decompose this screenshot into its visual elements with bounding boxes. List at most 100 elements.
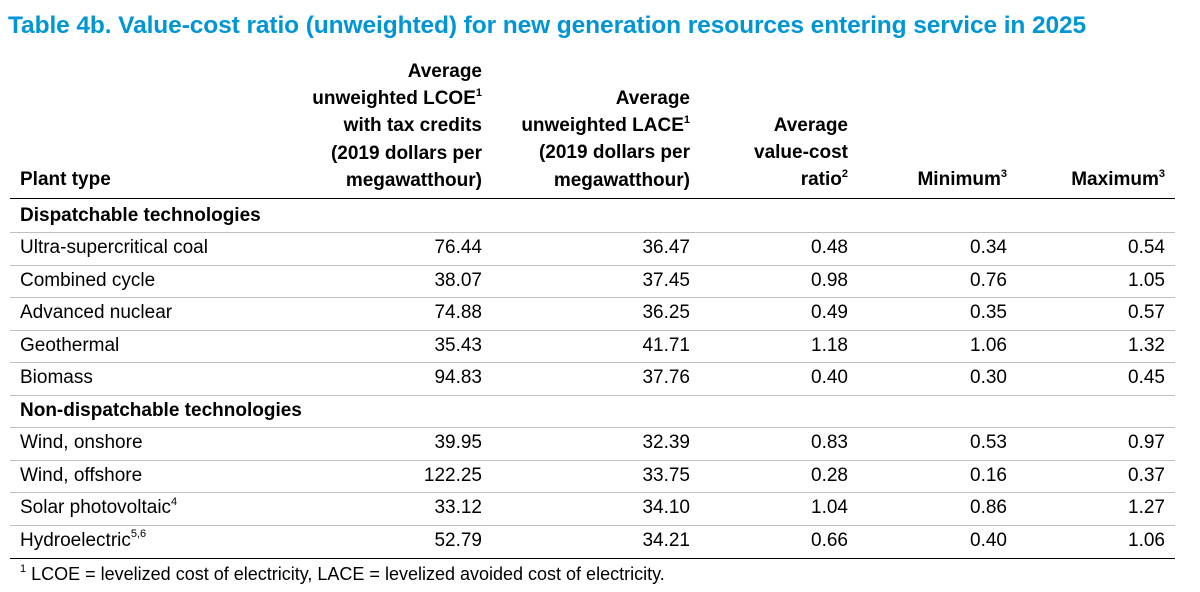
maximum-cell: 0.45 [1128,367,1165,388]
maximum-cell: 1.06 [1128,529,1165,551]
section-divider [10,394,1175,396]
row-divider [10,427,1175,428]
row-divider [10,264,1175,266]
row-divider [10,492,1175,493]
plant-type-cell: Biomass [20,362,93,395]
table-row: Geothermal 35.43 41.71 1.18 1.06 1.32 [0,330,1200,363]
bottom-rule [10,558,1175,559]
plant-type-cell: Hydroelectric5,6 [20,525,146,558]
table-row: Ultra-supercritical coal 76.44 36.47 0.48 0.… [0,232,1200,265]
maximum-cell: 1.27 [1128,497,1165,518]
plant-type-cell: Ultra-supercritical coal [20,232,208,265]
ratio-cell: 0.48 [811,237,848,258]
lcoe-cell: 94.83 [434,367,482,388]
minimum-cell: 0.35 [970,302,1007,323]
row-divider [10,459,1175,461]
row-divider [10,232,1175,233]
table-row: Advanced nuclear 74.88 36.25 0.49 0.35 0.57 [0,297,1200,330]
minimum-cell: 0.40 [970,529,1007,551]
row-divider [10,524,1175,526]
ratio-cell: 1.04 [811,497,848,518]
plant-type-cell: Wind, offshore [20,460,142,493]
ratio-cell: 0.49 [811,302,848,323]
section-heading: Non-dispatchable technologies [20,400,302,421]
header-maximum: Maximum3 [1071,167,1165,190]
table-row: Solar photovoltaic4 33.12 34.10 1.04 0.86 1.2… [0,492,1200,525]
lcoe-cell: 38.07 [434,269,482,291]
minimum-cell: 0.16 [970,464,1007,486]
lace-cell: 37.76 [642,367,690,388]
section-heading: Dispatchable technologies [20,205,261,226]
lace-cell: 33.75 [642,464,690,486]
lcoe-cell: 74.88 [434,302,482,323]
row-divider [10,329,1175,331]
plant-type-cell: Geothermal [20,330,119,363]
minimum-cell: 0.30 [970,367,1007,388]
footnote: 1 LCOE = levelized cost of electricity, … [20,563,665,585]
lcoe-cell: 35.43 [434,334,482,356]
table-title: Table 4b. Value-cost ratio (unweighted) … [8,12,1087,39]
maximum-cell: 0.37 [1128,464,1165,486]
plant-type-label: Wind, offshore [20,464,143,486]
minimum-cell: 1.06 [970,334,1007,356]
table-row: Wind, onshore 39.95 32.39 0.83 0.53 0.97 [0,427,1200,460]
plant-type-label: Wind, onshore [20,432,143,453]
minimum-cell: 0.76 [970,269,1007,291]
header-minimum: Minimum3 [917,167,1007,190]
header-rule [10,198,1175,199]
plant-type-label: Advanced nuclear [20,302,173,323]
header-ratio-footnote-ref: 2 [841,168,848,181]
row-divider [10,297,1175,298]
plant-type-cell: Solar photovoltaic4 [20,492,177,525]
minimum-cell: 0.34 [970,237,1007,258]
lcoe-cell: 122.25 [423,464,482,486]
lcoe-cell: 39.95 [434,432,482,453]
header-plant-type: Plant type [20,169,111,190]
ratio-cell: 0.66 [811,529,848,551]
plant-type-cell: Wind, onshore [20,427,143,460]
footnote-marker: 1 [20,563,27,575]
ratio-cell: 0.98 [811,269,848,291]
plant-type-footnote-ref: 5,6 [130,528,147,541]
row-divider [10,362,1175,363]
plant-type-cell: Advanced nuclear [20,297,172,330]
minimum-cell: 0.86 [970,497,1007,518]
ratio-cell: 1.18 [811,334,848,356]
header-lace-footnote-ref: 1 [683,113,690,126]
lace-cell: 37.45 [642,269,690,291]
table-row: Combined cycle 38.07 37.45 0.98 0.76 1.05 [0,265,1200,298]
header-value-cost-ratio: Average value-cost ratio2 [754,115,848,191]
plant-type-label: Hydroelectric [20,529,131,551]
header-lace: Average unweighted LACE1 (2019 dollars p… [521,88,690,191]
plant-type-label: Biomass [20,367,93,388]
plant-type-footnote-ref: 4 [171,495,178,508]
plant-type-cell: Combined cycle [20,265,155,298]
lace-cell: 36.47 [642,237,690,258]
lace-cell: 36.25 [642,302,690,323]
ratio-cell: 0.40 [811,367,848,388]
lace-cell: 34.10 [642,497,690,518]
plant-type-label: Solar photovoltaic [20,497,172,518]
minimum-cell: 0.53 [970,432,1007,453]
lace-cell: 34.21 [642,529,690,551]
table-row: Hydroelectric5,6 52.79 34.21 0.66 0.40 1.06 [0,525,1200,558]
maximum-cell: 1.32 [1128,334,1165,356]
maximum-cell: 0.54 [1128,237,1165,258]
lcoe-cell: 76.44 [434,237,482,258]
header-lcoe-footnote-ref: 1 [475,86,482,99]
ratio-cell: 0.83 [811,432,848,453]
maximum-cell: 1.05 [1128,269,1165,291]
header-lcoe: Average unweighted LCOE1 with tax credit… [312,61,482,191]
plant-type-label: Geothermal [20,334,120,356]
plant-type-label: Combined cycle [20,269,156,291]
lace-cell: 41.71 [642,334,690,356]
lace-cell: 32.39 [642,432,690,453]
header-maximum-footnote-ref: 3 [1158,167,1165,180]
table-row: Wind, offshore 122.25 33.75 0.28 0.16 0.37 [0,460,1200,493]
maximum-cell: 0.57 [1128,302,1165,323]
maximum-cell: 0.97 [1128,432,1165,453]
lcoe-cell: 33.12 [434,497,482,518]
ratio-cell: 0.28 [811,464,848,486]
lcoe-cell: 52.79 [434,529,482,551]
plant-type-label: Ultra-supercritical coal [20,237,208,258]
